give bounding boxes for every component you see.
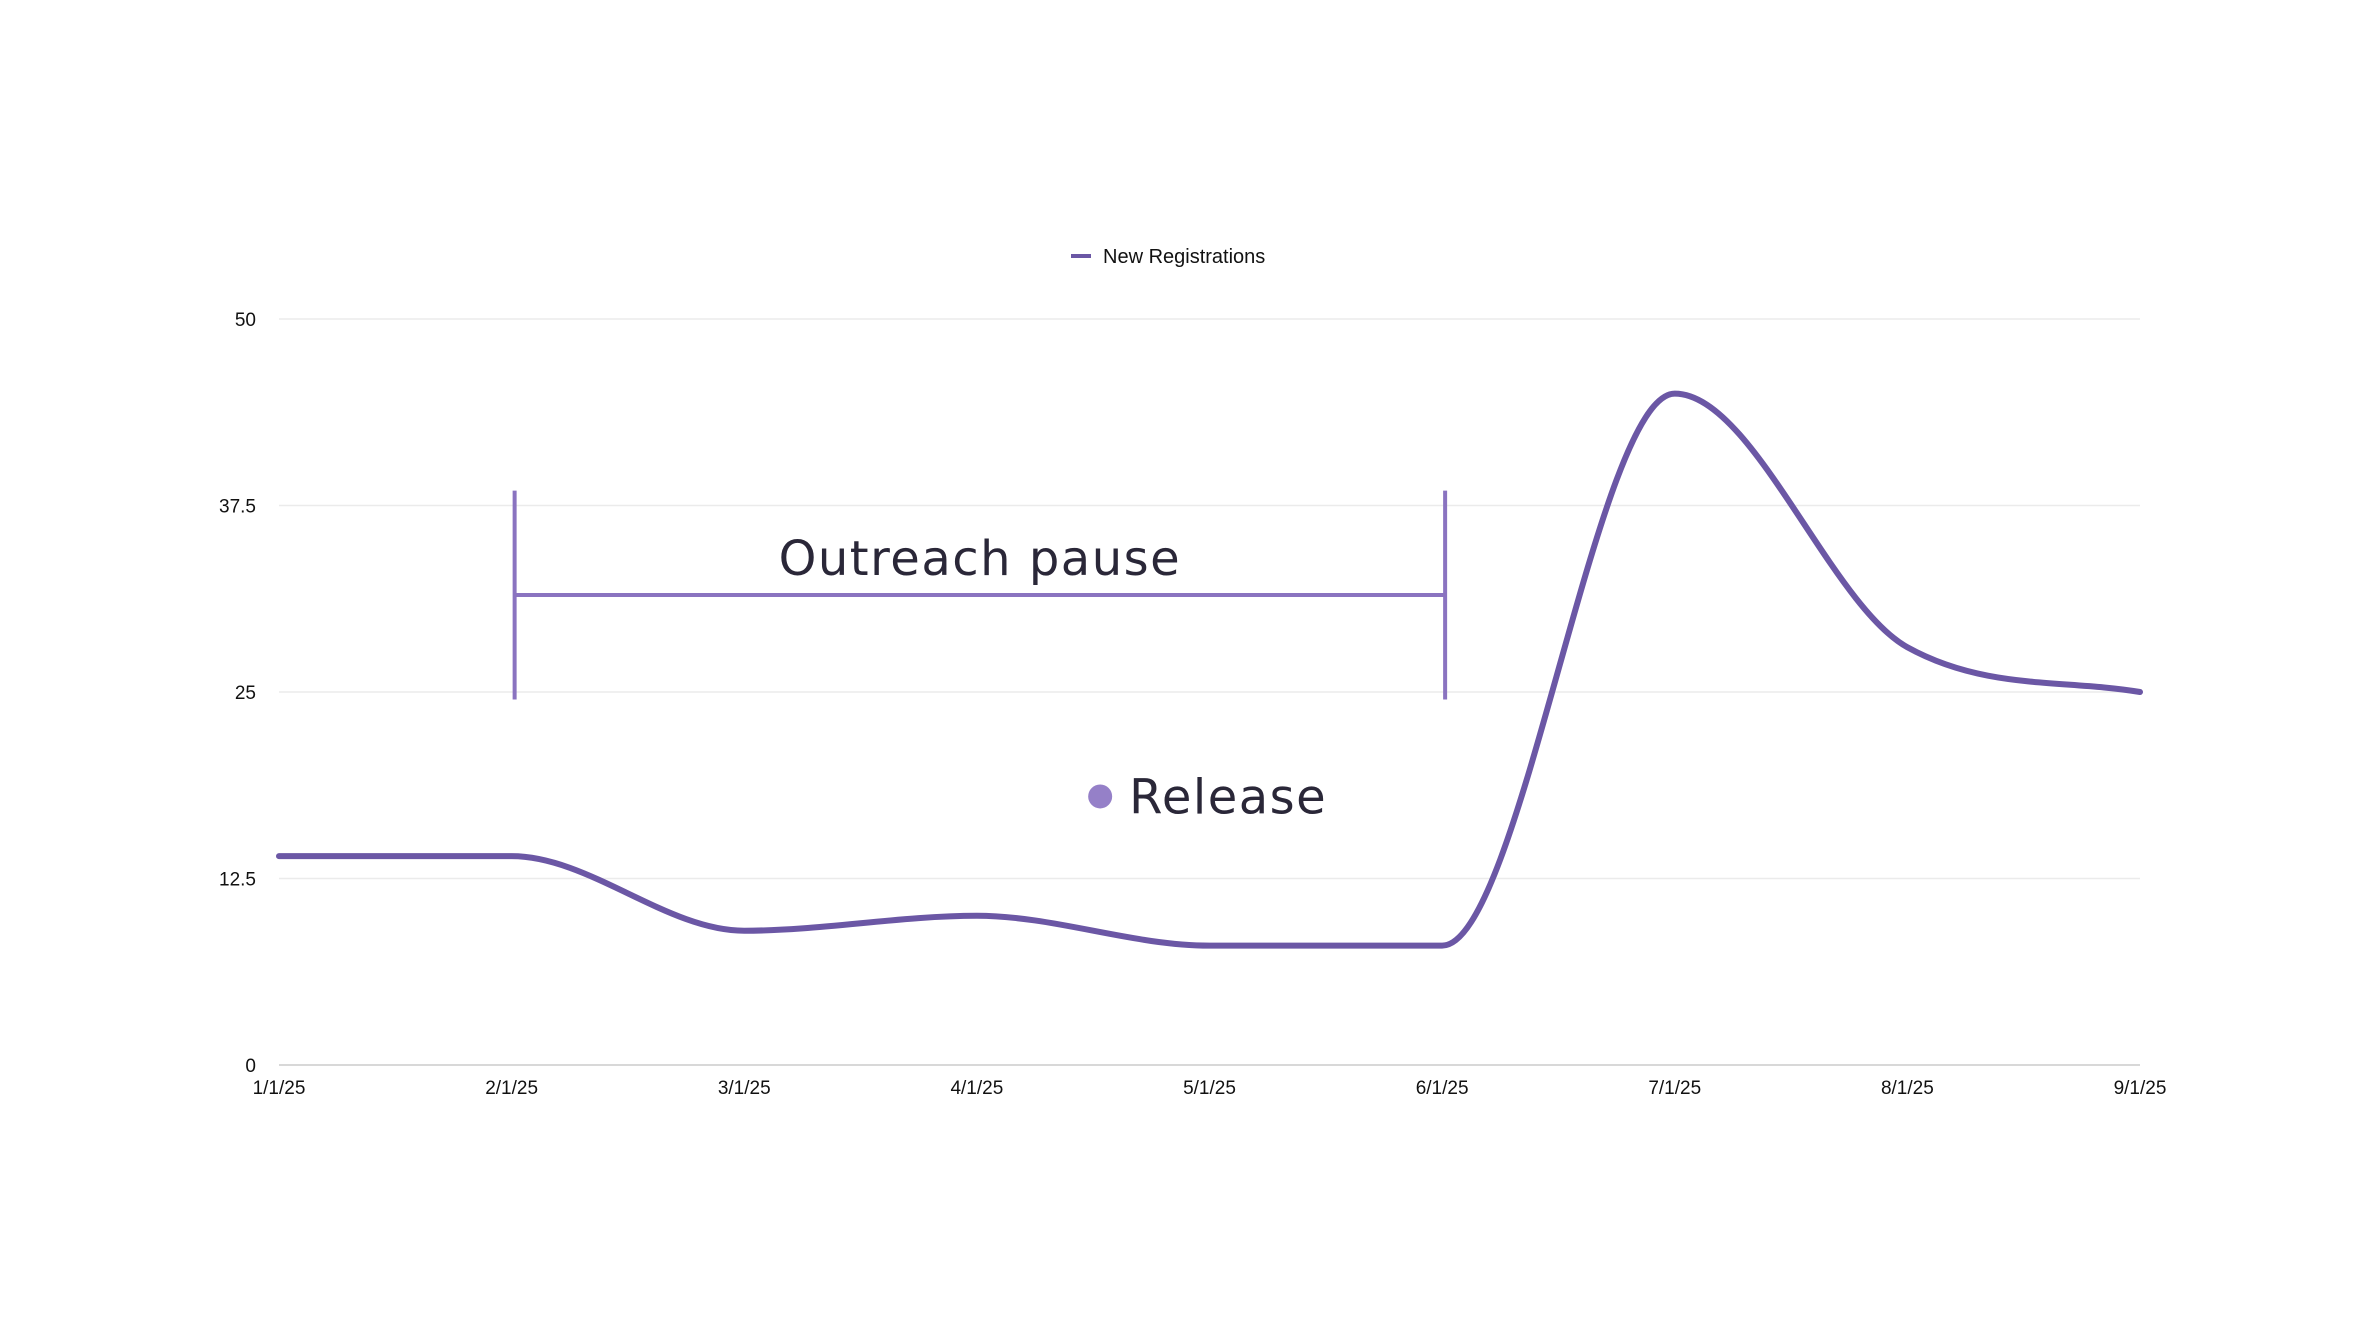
gridlines — [279, 318, 2140, 1066]
range-annotation: Outreach pause — [512, 490, 1448, 700]
data-point[interactable] — [506, 850, 518, 862]
point-marker — [1088, 784, 1113, 809]
y-tick-label: 25 — [235, 683, 256, 704]
x-axis-ticks: 1/1/25 2/1/25 3/1/25 4/1/25 5/1/25 6/1/25 7/1/… — [253, 1078, 2167, 1099]
legend-label-new-registrations: New Registrations — [1103, 246, 1265, 268]
x-tick-label: 7/1/25 — [1648, 1078, 1701, 1099]
range-label: Outreach pause — [779, 531, 1182, 587]
data-point[interactable] — [738, 925, 750, 937]
data-point[interactable] — [1436, 940, 1448, 952]
data-point[interactable] — [273, 850, 285, 862]
x-tick-label: 1/1/25 — [253, 1078, 306, 1099]
data-point[interactable] — [1204, 940, 1216, 952]
data-point[interactable] — [1669, 388, 1681, 400]
y-tick-label: 37.5 — [219, 497, 256, 518]
data-point[interactable] — [1901, 641, 1913, 653]
point-label: Release — [1129, 769, 1327, 825]
y-tick-label: 50 — [235, 310, 256, 331]
data-point[interactable] — [971, 910, 983, 922]
y-tick-label: 12.5 — [219, 870, 256, 891]
data-point[interactable] — [2134, 686, 2146, 698]
x-tick-label: 8/1/25 — [1881, 1078, 1934, 1099]
annotations: Outreach pause Release — [512, 490, 1448, 825]
y-tick-label: 0 — [245, 1056, 256, 1077]
x-tick-label: 9/1/25 — [2114, 1078, 2167, 1099]
x-tick-label: 5/1/25 — [1183, 1078, 1236, 1099]
x-tick-label: 2/1/25 — [485, 1078, 538, 1099]
series-line-new-registrations — [276, 390, 2143, 949]
series-lines — [273, 388, 2146, 952]
x-tick-label: 4/1/25 — [950, 1078, 1003, 1099]
legend[interactable]: New Registrations — [1071, 246, 1265, 268]
x-tick-label: 6/1/25 — [1416, 1078, 1469, 1099]
x-tick-label: 3/1/25 — [718, 1078, 771, 1099]
y-axis-ticks: 0 12.5 25 37.5 50 — [219, 310, 256, 1077]
point-annotation: Release — [1088, 769, 1327, 825]
